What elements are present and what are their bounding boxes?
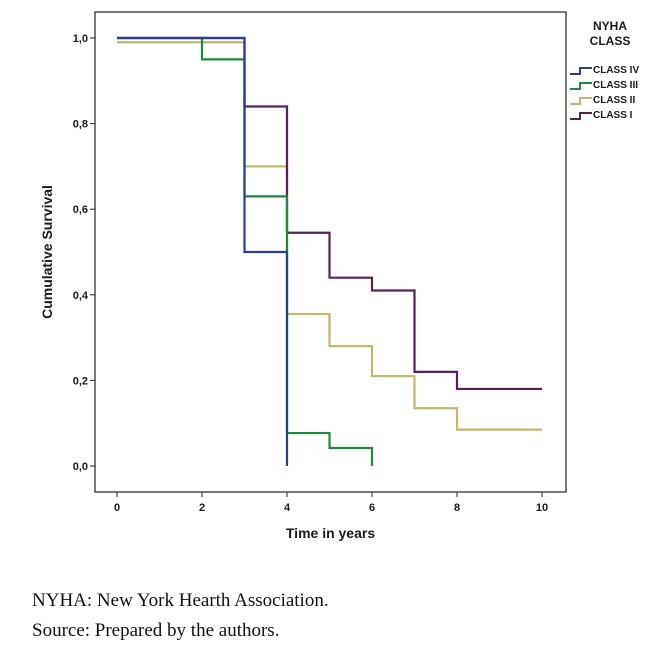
x-tick-label: 2 [199, 502, 205, 514]
series-line-class-iii [117, 36, 374, 466]
legend-label: CLASS IV [593, 65, 639, 76]
x-tick-label: 0 [114, 502, 120, 514]
legend-title: NYHA [593, 19, 627, 33]
legend-swatch [570, 67, 592, 75]
legend-swatch [570, 97, 592, 105]
legend-label: CLASS II [593, 95, 635, 106]
series-line-class-ii [117, 41, 542, 431]
y-tick-label: 0,8 [73, 119, 88, 131]
x-tick-label: 8 [454, 502, 460, 514]
y-tick-label: 1,0 [73, 33, 88, 45]
series-line-class-iv [117, 36, 289, 466]
legend-swatch [570, 82, 592, 90]
y-axis-title: Cumulative Survival [39, 185, 55, 319]
x-tick-label: 4 [284, 502, 291, 514]
x-axis-title: Time in years [286, 525, 375, 541]
survival-chart: 0,0 0,2 0,4 0,6 0,8 1,0 0 2 4 6 8 10 Time in years Cu… [39, 11, 639, 541]
legend-label: CLASS III [593, 80, 638, 91]
y-tick-label: 0,0 [73, 461, 88, 473]
caption-source: Source: Prepared by the authors. [32, 620, 280, 641]
y-tick-label: 0,2 [73, 375, 88, 387]
series-line-class-i [117, 36, 542, 391]
legend-label: CLASS I [593, 110, 633, 121]
legend-swatch [570, 112, 592, 120]
caption-abbreviation: NYHA: New York Hearth Association. [32, 590, 329, 611]
y-tick-label: 0,4 [73, 290, 89, 302]
y-tick-label: 0,6 [73, 204, 88, 216]
legend-title: CLASS [590, 34, 631, 48]
x-tick-label: 6 [369, 502, 375, 514]
plot-frame [94, 11, 567, 493]
x-tick-label: 10 [536, 502, 548, 514]
